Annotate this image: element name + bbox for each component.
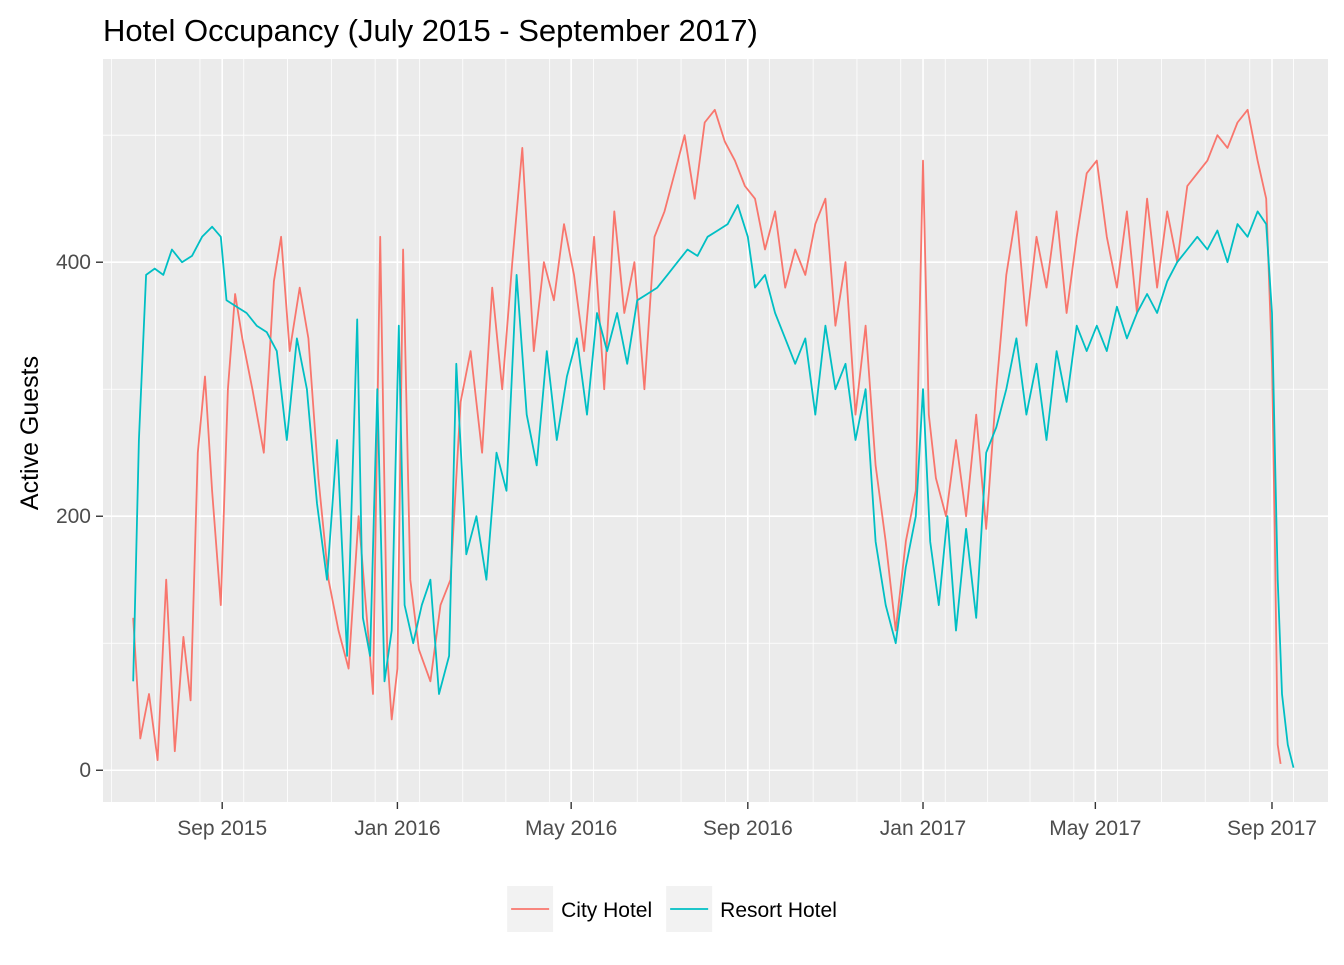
series-lines — [132, 108, 1295, 768]
legend-item-resort-hotel: Resort Hotel — [666, 886, 837, 932]
x-tick-label: Sep 2015 — [177, 817, 267, 840]
x-tick-label: Sep 2016 — [703, 817, 793, 840]
series-line-city-hotel — [132, 108, 1282, 765]
x-tick-label: Sep 2017 — [1227, 817, 1317, 840]
major-gridlines — [103, 59, 1328, 802]
legend-label-resort-hotel: Resort Hotel — [720, 899, 837, 922]
x-tick-label: Jan 2017 — [880, 817, 966, 840]
x-tick-label: May 2017 — [1049, 817, 1141, 840]
y-axis: 0 200 400 — [56, 251, 103, 782]
x-tick-label: May 2016 — [525, 817, 617, 840]
y-axis-label: Active Guests — [16, 356, 44, 510]
legend-label-city-hotel: City Hotel — [561, 899, 652, 922]
x-tick-label: Jan 2016 — [354, 817, 440, 840]
y-tick-label: 200 — [56, 505, 91, 528]
series-line-resort-hotel — [132, 204, 1295, 768]
legend-item-city-hotel: City Hotel — [507, 886, 652, 932]
chart-title: Hotel Occupancy (July 2015 - September 2… — [103, 13, 758, 48]
y-tick-label: 400 — [56, 251, 91, 274]
minor-gridlines — [103, 59, 1328, 802]
plot-panel — [103, 59, 1328, 802]
x-axis: Sep 2015 Jan 2016 May 2016 Sep 2016 Jan 2017… — [177, 802, 1317, 840]
legend: City Hotel Resort Hotel — [507, 886, 837, 932]
y-tick-label: 0 — [79, 759, 91, 782]
